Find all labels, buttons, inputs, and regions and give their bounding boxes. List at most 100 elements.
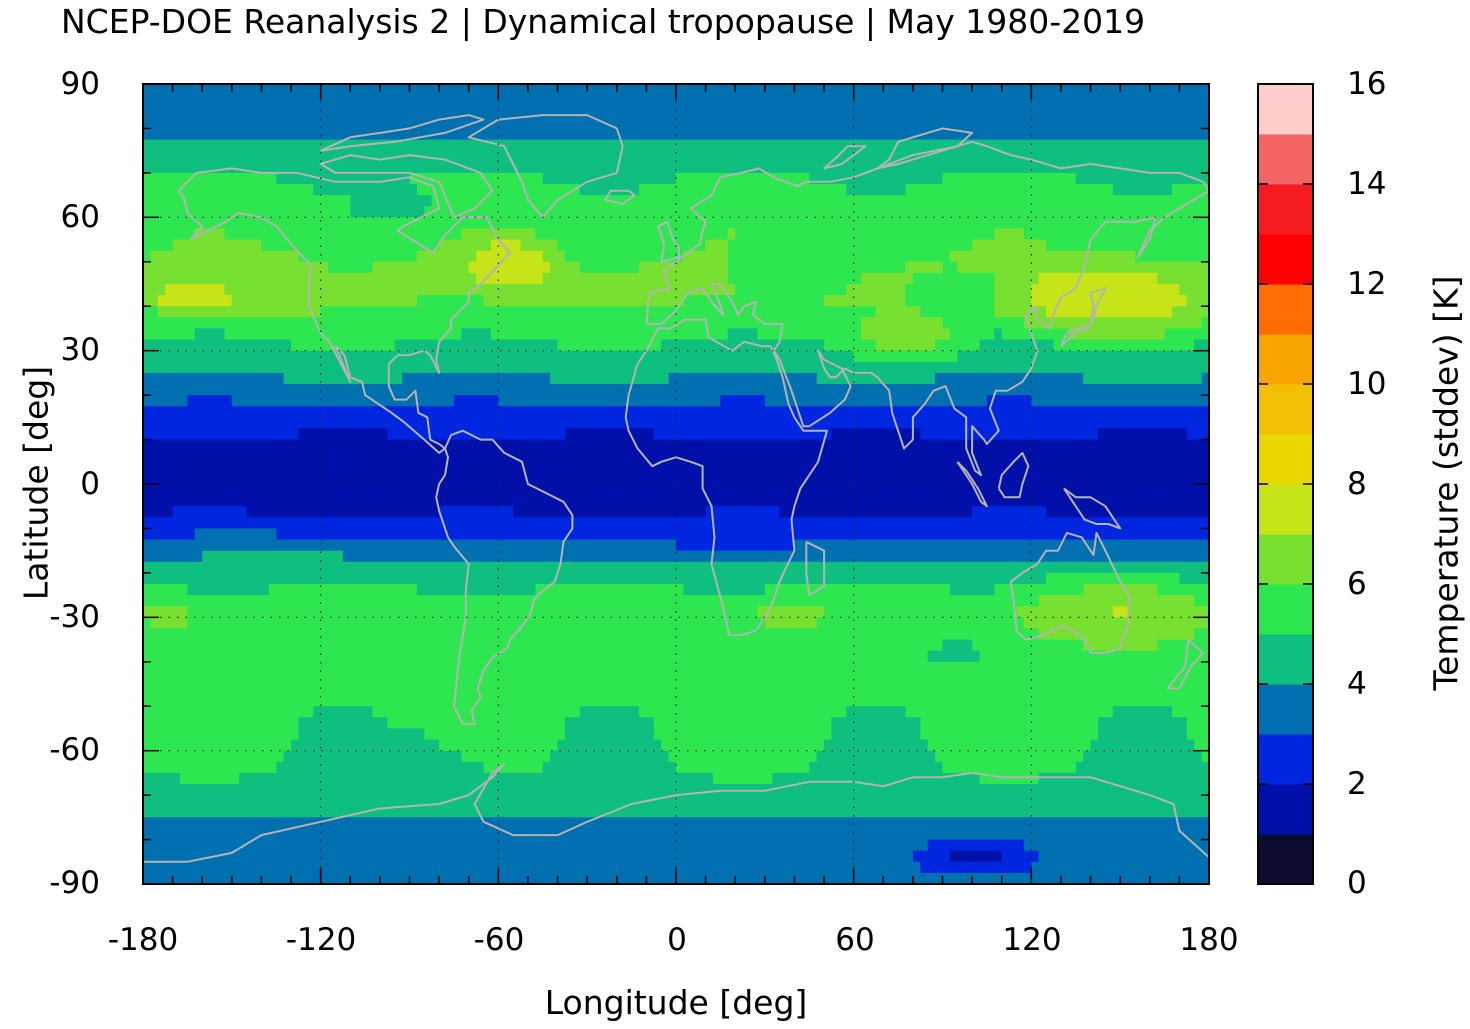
heatmap-cell [668,372,818,385]
heatmap-cell [957,350,1209,363]
heatmap-cell [949,850,1003,863]
heatmap-cell [439,506,514,518]
heatmap-cell [143,661,1209,674]
heatmap-cell [1046,239,1209,252]
heatmap-cell [468,261,551,274]
colorbar-swatch [1258,334,1313,385]
heatmap-cell [143,528,196,541]
heatmap-cell [187,606,758,618]
heatmap-cell [994,272,1040,285]
heatmap-cell [720,395,766,407]
heatmap-cell [727,272,862,285]
heatmap-cell [1157,639,1209,652]
heatmap-cell [424,728,566,741]
heatmap-cell [143,739,292,752]
heatmap-cell [639,261,729,274]
heatmap-cell [143,406,1209,418]
heatmap-cell [143,750,285,763]
heatmap-cell [1112,184,1173,196]
heatmap-cell [1023,317,1203,329]
heatmap-cell [1112,706,1173,718]
heatmap-cell [1157,584,1209,596]
colorbar-tick-label: 8 [1347,466,1367,502]
heatmap-cell [1201,372,1209,385]
heatmap-cell [291,339,396,352]
heatmap-cell [350,206,425,218]
heatmap-cell [276,172,411,185]
x-tick-label: 180 [1179,922,1239,958]
heatmap-cell [313,184,418,196]
heatmap-cell [979,339,1055,352]
heatmap-cell [409,172,544,185]
heatmap-cell [542,250,566,263]
heatmap-cell [1068,328,1166,341]
heatmap-cell [1016,606,1114,618]
heatmap-cell [824,339,877,352]
heatmap-cell [757,606,825,618]
heatmap-cell [143,806,1209,818]
heatmap-cell [912,272,995,285]
coastline [604,189,636,205]
heatmap-cell [224,284,736,296]
heatmap-cell [779,506,973,518]
heatmap-cell [172,506,248,518]
heatmap-cell [920,728,1099,741]
heatmap-cell [143,384,1209,396]
heatmap-cell [194,228,225,241]
heatmap-cell [1172,306,1209,318]
heatmap-cell [439,239,492,252]
heatmap-cell [661,339,825,352]
heatmap-cell [772,772,981,785]
heatmap-cell [1046,572,1180,585]
heatmap-cell [1098,728,1188,741]
heatmap-cell [1023,617,1209,629]
colorbar-tick-label: 10 [1347,366,1387,402]
heatmap-cell [416,250,477,263]
heatmap-cell [1098,717,1188,729]
heatmap-cell [861,317,944,329]
heatmap-cell [143,261,329,274]
heatmap-cell [143,595,1040,607]
heatmap-cell [735,284,847,296]
heatmap-cell [143,372,285,385]
x-axis-label: Longitude [deg] [544,983,808,1022]
heatmap-cell [490,239,522,252]
y-tick-label: 0 [80,466,100,502]
heatmap-cell [809,172,944,185]
grid-lines [143,84,1209,884]
coastline [645,140,1209,477]
heatmap-cell [942,761,1077,774]
x-tick-label: -120 [285,922,357,958]
y-tick-label: -30 [49,599,100,635]
heatmap-cell [994,228,1025,241]
colorbar-swatch [1258,434,1313,485]
heatmap-cell [727,250,951,263]
heatmap-cell [143,606,188,618]
heatmap-cell [298,717,388,729]
coastline [177,167,512,454]
heatmap-cell [143,161,1209,174]
heatmap-cell [831,728,921,741]
y-tick-label: 60 [60,199,100,235]
heatmap-cell [1090,739,1195,752]
heatmap-cell [824,606,1018,618]
heatmap-cell [1075,761,1209,774]
colorbar-swatch [1258,134,1313,185]
colorbar-swatch [1258,84,1313,135]
heatmap-cell [683,295,825,307]
heatmap-cell [187,617,766,629]
heatmap-cell [550,372,670,385]
heatmap-cell [905,284,995,296]
heatmap-cell [143,284,166,296]
heatmap-cell [143,306,159,318]
heatmap-cell [1186,717,1209,729]
x-tick-label: -60 [473,922,525,958]
heatmap-cell [905,261,944,274]
heatmap-cell [520,239,559,252]
colorbar-tick-label: 0 [1347,865,1367,901]
heatmap-cell [143,517,1209,529]
heatmap-cell [143,795,1209,807]
plot-frame [142,83,1210,885]
heatmap-cell [483,295,684,307]
coastline [320,114,485,152]
